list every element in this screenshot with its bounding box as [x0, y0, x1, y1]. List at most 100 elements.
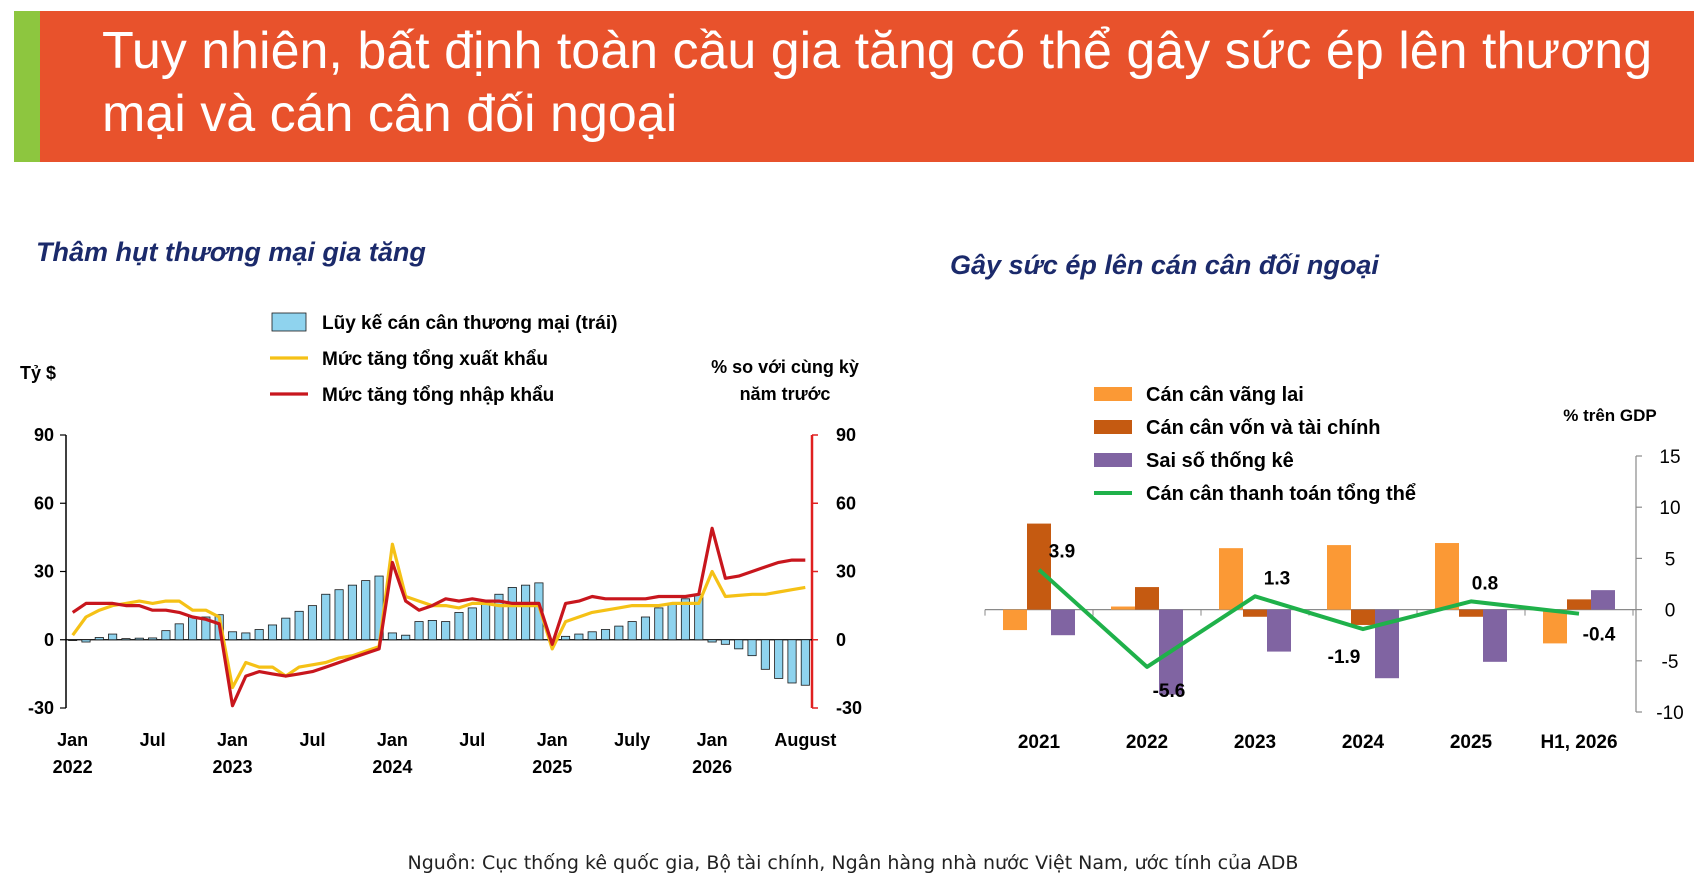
- category-label: 2021: [1018, 732, 1061, 753]
- trade-balance-bar: [94, 637, 104, 641]
- title-banner: [14, 11, 1694, 162]
- trade-balance-bar: [787, 639, 797, 684]
- trade-balance-bar: [81, 639, 91, 643]
- trade-balance-bar: [361, 580, 371, 641]
- trade-balance-bar: [720, 639, 730, 645]
- page-title: Tuy nhiên, bất định toàn cầu gia tăng có…: [102, 22, 1653, 143]
- balance-bar-0: [1543, 609, 1567, 644]
- trade-balance-bar: [507, 587, 517, 641]
- x-tick-label: Jan: [377, 730, 408, 750]
- right-y-axis-label: % so với cùng kỳ: [711, 357, 859, 377]
- legend-label: Mức tăng tổng nhập khẩu: [322, 385, 554, 406]
- trade-balance-bar: [587, 631, 597, 641]
- legend-swatch-bar: [1094, 387, 1132, 401]
- data-label: -5.6: [1153, 681, 1186, 702]
- trade-balance-bar: [414, 621, 424, 641]
- trade-balance-bar: [574, 633, 584, 641]
- category-label: 2022: [1126, 732, 1168, 753]
- x-tick-year-label: 2023: [212, 757, 252, 777]
- trade-balance-bar: [454, 612, 464, 641]
- y-tick-label: 10: [1659, 498, 1680, 519]
- trade-balance-bar: [334, 589, 344, 641]
- trade-balance-bar: [347, 584, 357, 641]
- data-label: 0.8: [1472, 573, 1498, 594]
- left-y-tick-label: 0: [44, 630, 54, 650]
- x-tick-year-label: 2024: [372, 757, 412, 777]
- trade-balance-bar: [321, 593, 331, 641]
- trade-balance-bar: [134, 637, 144, 641]
- data-label: 3.9: [1049, 542, 1075, 563]
- balance-bar-1: [1135, 587, 1159, 610]
- trade-balance-bar: [640, 616, 651, 641]
- trade-balance-bar: [227, 631, 238, 641]
- right-y-tick-label: 0: [836, 630, 846, 650]
- balance-bar-2: [1267, 609, 1291, 652]
- trade-balance-bar: [401, 634, 411, 641]
- balance-bar-0: [1327, 545, 1351, 610]
- trade-balance-bar: [161, 630, 171, 641]
- left-chart-title: Thâm hụt thương mại gia tăng: [36, 237, 426, 267]
- category-label: H1, 2026: [1540, 732, 1617, 753]
- balance-bar-0: [1111, 606, 1135, 610]
- trade-balance-bar: [241, 632, 251, 641]
- trade-balance-bar: [774, 639, 784, 679]
- trade-balance-bar: [561, 635, 571, 641]
- trade-balance-bar: [494, 593, 504, 641]
- balance-bar-2: [1483, 609, 1507, 662]
- y-tick-label: -5: [1662, 652, 1679, 673]
- trade-balance-bar: [680, 598, 690, 641]
- left-y-tick-label: -30: [28, 698, 54, 718]
- right-y-tick-label: -30: [836, 698, 862, 718]
- y-tick-label: 5: [1665, 549, 1676, 570]
- balance-bar-1: [1243, 609, 1267, 617]
- trade-balance-bar: [481, 600, 491, 641]
- balance-bar-0: [1003, 609, 1027, 631]
- trade-balance-bar: [281, 617, 291, 641]
- x-tick-label: Jul: [140, 730, 166, 750]
- right-chart-title: Gây sức ép lên cán cân đối ngoại: [950, 250, 1379, 280]
- trade-balance-bar: [627, 621, 637, 641]
- overall-balance-line: [1037, 568, 1580, 669]
- trade-balance-bar: [174, 623, 184, 641]
- trade-balance-bar: [427, 620, 437, 641]
- x-tick-year-label: 2025: [532, 757, 572, 777]
- import-growth-line: [71, 526, 806, 708]
- balance-bar-2: [1591, 590, 1615, 610]
- balance-bar-0: [1219, 548, 1243, 610]
- x-tick-label: Jan: [697, 730, 728, 750]
- data-label: 1.3: [1264, 568, 1290, 589]
- category-label: 2024: [1342, 732, 1385, 753]
- balance-bar-2: [1051, 609, 1075, 636]
- right-y-tick-label: 30: [836, 562, 856, 582]
- trade-balance-bar: [747, 639, 757, 657]
- left-y-tick-label: 90: [34, 425, 54, 445]
- balance-bar-1: [1459, 609, 1483, 617]
- x-tick-label: July: [614, 730, 650, 750]
- x-tick-year-label: 2026: [692, 757, 732, 777]
- legend-label: Cán cân vốn và tài chính: [1146, 417, 1381, 439]
- trade-balance-bar: [467, 607, 477, 641]
- left-y-tick-label: 30: [34, 562, 54, 582]
- balance-bar-1: [1567, 599, 1591, 610]
- external-balance-chart: 15 10 5 0 -5 -10 % trên GDP 3.9 -5.6 1.3 -1.9 0.8 -0…: [984, 384, 1684, 753]
- data-label: -1.9: [1328, 647, 1361, 668]
- x-tick-label: Jan: [57, 730, 88, 750]
- balance-bar-0: [1435, 543, 1459, 610]
- trade-balance-bar: [294, 610, 304, 641]
- trade-chart: 90 90 60 60 30 30 0 0 -30 -30 Tỷ $ % so với cùng kỳ…: [20, 312, 862, 777]
- trade-balance-bar: [760, 639, 770, 670]
- trade-balance-bar: [800, 639, 810, 686]
- x-tick-label: Jul: [459, 730, 485, 750]
- legend-label: Lũy kế cán cân thương mại (trái): [322, 313, 617, 334]
- right-y-axis-label: năm trước: [740, 384, 831, 404]
- right-y-tick-label: 60: [836, 493, 856, 513]
- trade-balance-bar: [521, 584, 531, 641]
- left-y-axis-label: Tỷ $: [20, 363, 56, 383]
- trade-balance-bar: [441, 621, 451, 641]
- trade-balance-bar: [188, 616, 198, 641]
- trade-balance-bar: [254, 629, 264, 641]
- legend-swatch-bar: [1094, 453, 1132, 467]
- trade-balance-bar: [307, 605, 317, 641]
- trade-balance-bar: [387, 632, 397, 641]
- legend-swatch-bar: [271, 312, 307, 332]
